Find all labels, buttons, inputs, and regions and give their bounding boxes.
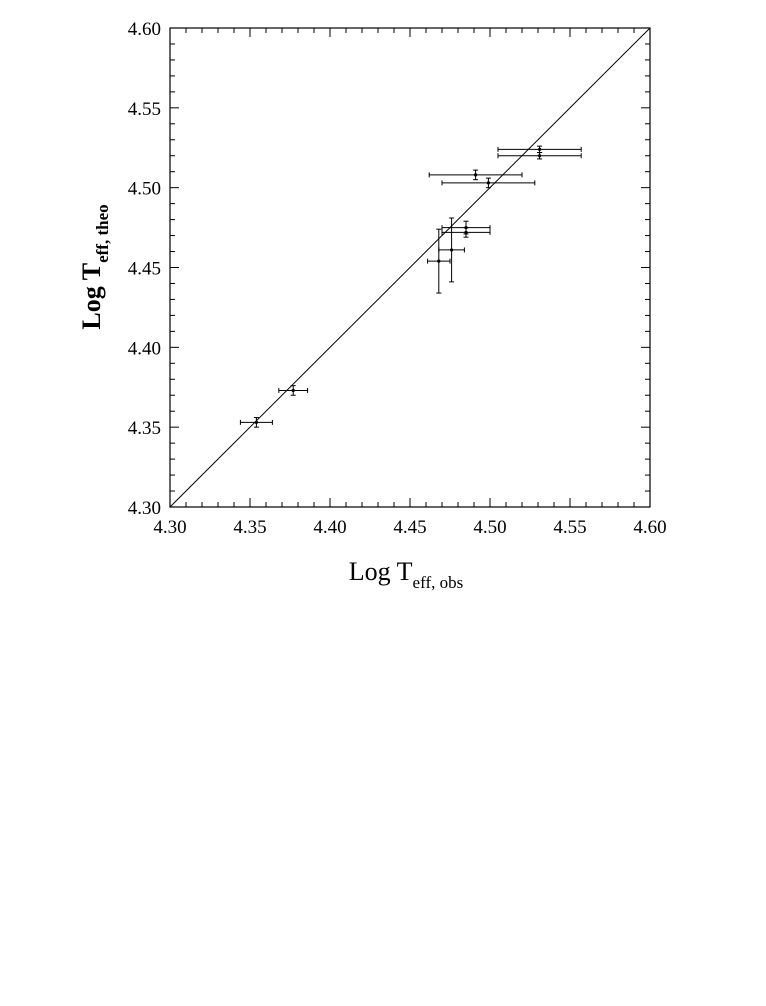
y-axis-label: Log Teff, theo	[77, 204, 112, 329]
point-marker	[474, 173, 478, 177]
data-point	[427, 228, 451, 294]
y-tick-label: 4.30	[128, 498, 161, 519]
point-marker	[538, 147, 542, 151]
y-tick-label: 4.45	[128, 259, 161, 280]
reference-line-group	[169, 27, 651, 508]
y-axis-label-main: Log T	[77, 263, 106, 330]
x-tick-label: 4.30	[153, 517, 186, 538]
data-point	[428, 169, 523, 181]
data-point	[497, 145, 582, 154]
y-tick-label: 4.50	[128, 179, 161, 200]
x-axis-label: Log Teff, obs	[349, 557, 463, 592]
data-point	[278, 385, 309, 396]
y-tick-label: 4.40	[128, 338, 161, 359]
point-marker	[538, 154, 542, 158]
x-tick-label: 4.55	[553, 517, 586, 538]
data-point	[438, 217, 465, 283]
point-marker	[450, 248, 454, 252]
y-tick-labels: 4.30 4.35 4.40 4.45 4.50 4.55 4.60	[128, 19, 161, 519]
x-tick-label: 4.60	[633, 517, 666, 538]
y-axis-label-sub: eff, theo	[93, 204, 112, 263]
x-axis-label-main: Log T	[349, 557, 413, 586]
point-marker	[486, 181, 490, 185]
x-tick-label: 4.45	[393, 517, 426, 538]
data-point	[497, 152, 582, 160]
x-tick-label: 4.35	[233, 517, 266, 538]
x-axis-label-sub: eff, obs	[413, 573, 464, 592]
x-tick-label: 4.40	[313, 517, 346, 538]
x-tick-labels: 4.30 4.35 4.40 4.45 4.50 4.55 4.60	[153, 517, 666, 538]
y-tick-label: 4.60	[128, 19, 161, 40]
data-points	[239, 145, 582, 428]
y-tick-label: 4.35	[128, 418, 161, 439]
point-marker	[437, 259, 441, 263]
data-point	[239, 417, 273, 428]
y-tick-label: 4.55	[128, 99, 161, 120]
data-point	[441, 177, 536, 189]
point-marker	[254, 420, 258, 424]
axis-ticks	[169, 27, 651, 508]
point-marker	[291, 388, 295, 393]
reference-line	[169, 27, 651, 508]
x-tick-label: 4.50	[473, 517, 506, 538]
point-marker	[464, 225, 468, 230]
data-point	[441, 220, 491, 235]
